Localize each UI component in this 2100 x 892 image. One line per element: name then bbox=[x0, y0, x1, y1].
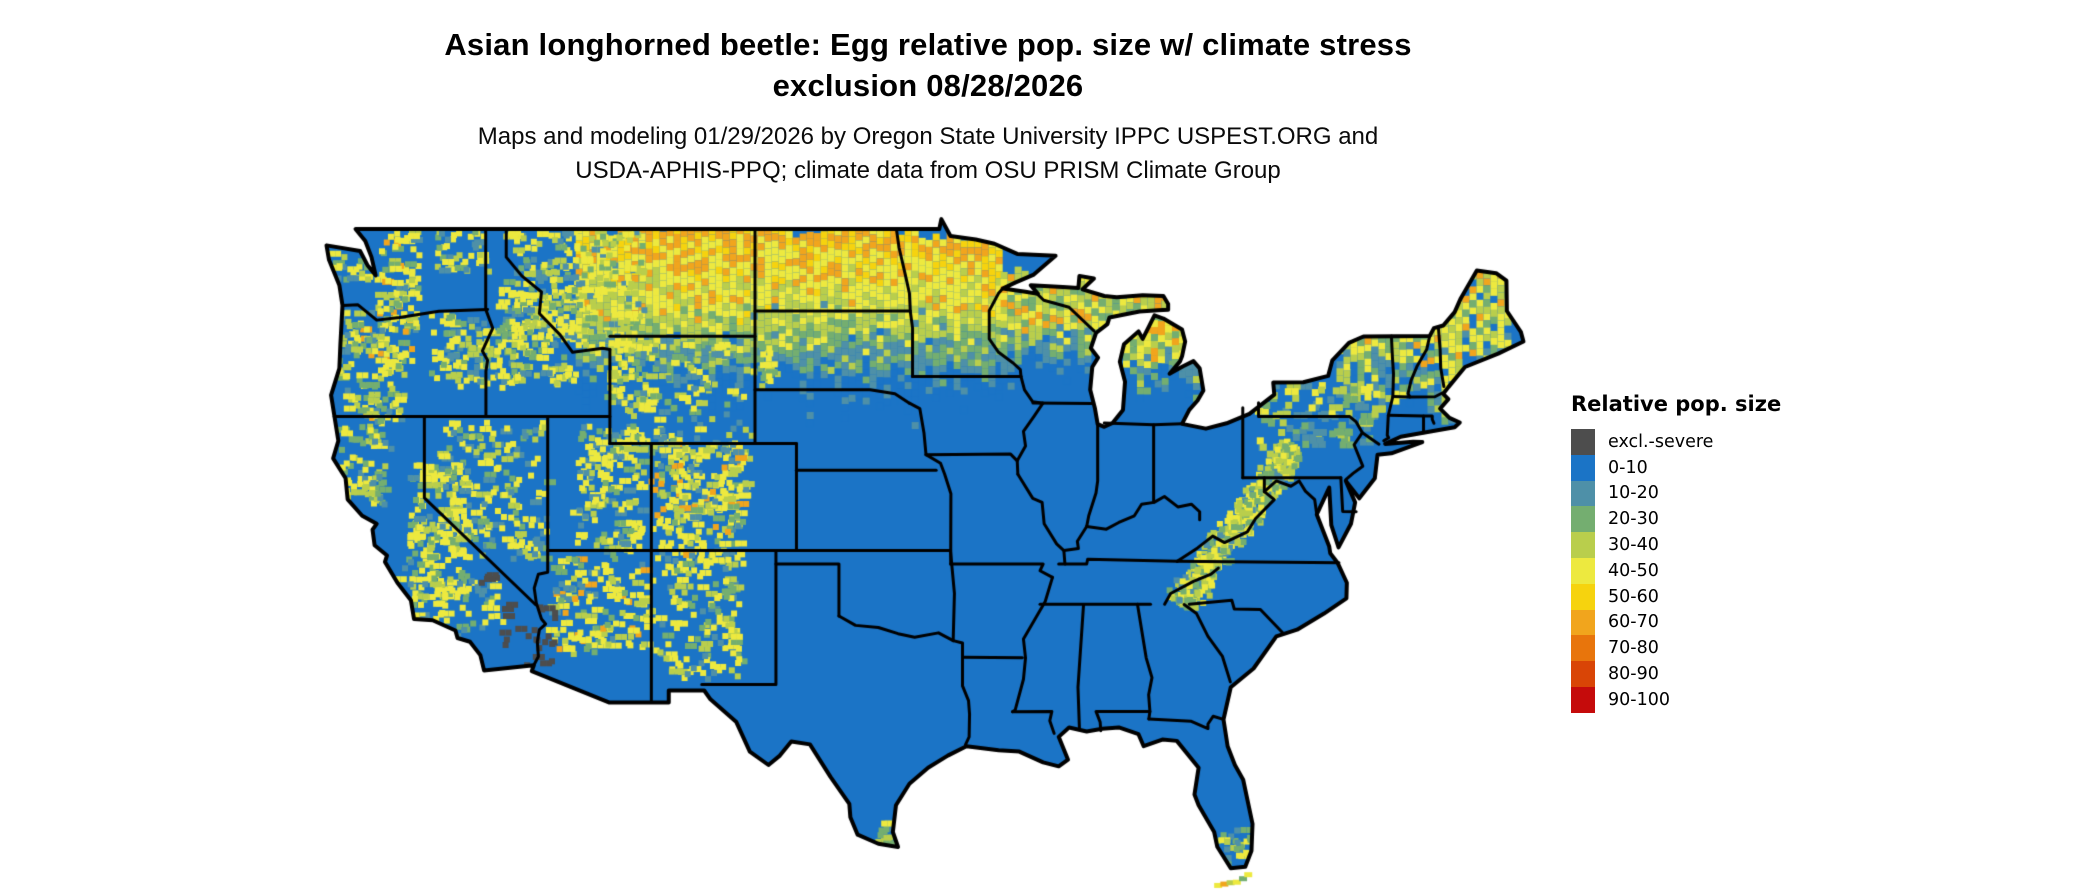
legend-item: 90-100 bbox=[1571, 686, 1781, 713]
legend-item: 40-50 bbox=[1571, 557, 1781, 584]
legend-swatch bbox=[1571, 480, 1595, 507]
title-line-2: exclusion 08/28/2026 bbox=[772, 68, 1084, 103]
subtitle-line-2: USDA-APHIS-PPQ; climate data from OSU PR… bbox=[575, 157, 1281, 184]
page-title: Asian longhorned beetle: Egg relative po… bbox=[0, 24, 1856, 106]
legend-swatch bbox=[1571, 661, 1595, 687]
legend-item: 10-20 bbox=[1571, 480, 1781, 507]
title-line-1: Asian longhorned beetle: Egg relative po… bbox=[444, 27, 1412, 62]
legend-item: 20-30 bbox=[1571, 506, 1781, 533]
legend-item: 60-70 bbox=[1571, 609, 1781, 636]
legend-item: excl.-severe bbox=[1571, 429, 1781, 455]
legend-label: 10-20 bbox=[1608, 483, 1659, 504]
legend-label: 40-50 bbox=[1608, 560, 1659, 581]
legend-title: Relative pop. size bbox=[1571, 392, 1782, 416]
legend-swatch bbox=[1571, 686, 1595, 713]
legend-swatch bbox=[1571, 506, 1595, 533]
legend-label: excl.-severe bbox=[1608, 431, 1714, 452]
legend-swatch bbox=[1571, 557, 1595, 584]
legend-label: 30-40 bbox=[1608, 535, 1659, 556]
legend: Relative pop. size excl.-severe 0-10 10-20… bbox=[1571, 392, 1781, 713]
legend-label: 90-100 bbox=[1608, 689, 1670, 710]
legend-item: 50-60 bbox=[1571, 583, 1781, 610]
subtitle-line-1: Maps and modeling 01/29/2026 by Oregon S… bbox=[477, 123, 1379, 150]
legend-swatch bbox=[1571, 635, 1595, 662]
legend-item: 80-90 bbox=[1571, 661, 1781, 687]
legend-label: 0-10 bbox=[1608, 457, 1648, 478]
legend-rows: excl.-severe 0-10 10-20 20-30 30-40 40-50 50-6… bbox=[1571, 429, 1781, 713]
legend-label: 50-60 bbox=[1608, 586, 1659, 607]
legend-swatch bbox=[1571, 532, 1595, 558]
legend-swatch bbox=[1571, 454, 1595, 481]
legend-swatch bbox=[1571, 429, 1595, 455]
legend-item: 70-80 bbox=[1571, 635, 1781, 662]
legend-label: 20-30 bbox=[1608, 509, 1659, 530]
legend-label: 60-70 bbox=[1608, 612, 1659, 633]
legend-label: 80-90 bbox=[1608, 664, 1659, 685]
legend-item: 30-40 bbox=[1571, 532, 1781, 558]
legend-swatch bbox=[1571, 583, 1595, 610]
legend-swatch bbox=[1571, 609, 1595, 636]
legend-label: 70-80 bbox=[1608, 638, 1659, 659]
legend-item: 0-10 bbox=[1571, 454, 1781, 481]
page-subtitle: Maps and modeling 01/29/2026 by Oregon S… bbox=[0, 120, 1856, 188]
